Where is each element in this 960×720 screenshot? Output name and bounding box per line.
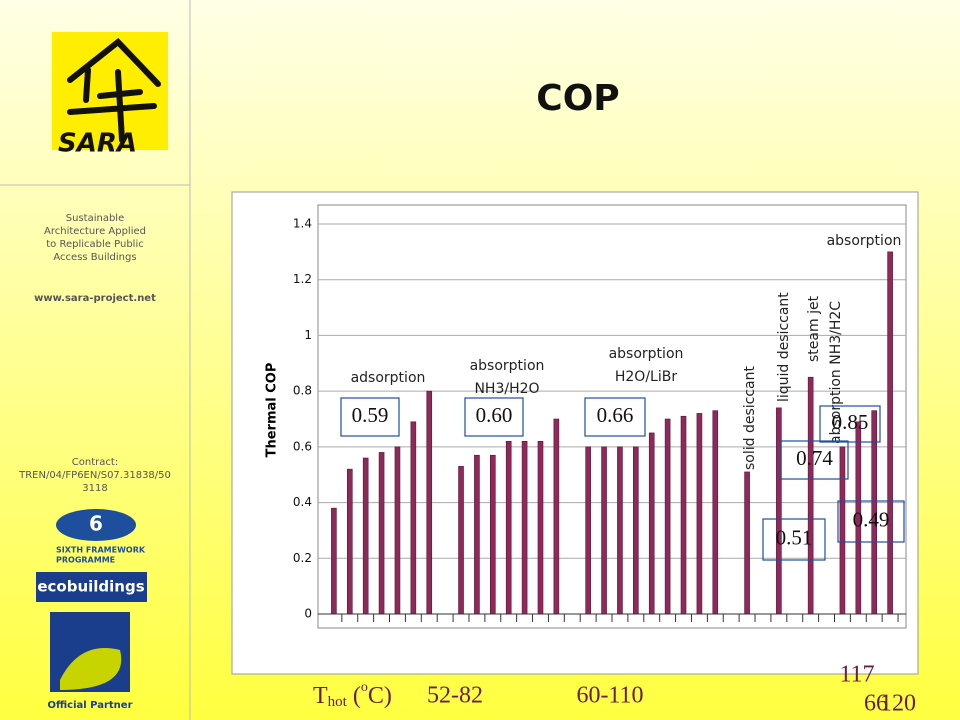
bar	[887, 251, 893, 615]
annotation: absorption	[827, 233, 902, 249]
bar	[553, 418, 560, 615]
programme-line: PROGRAMME	[56, 556, 115, 565]
x-axis-label-part: hot	[328, 694, 348, 710]
bar	[362, 457, 369, 615]
x-axis-label-part: C)	[368, 683, 392, 709]
bar	[521, 440, 528, 615]
y-tick-label: 0.6	[293, 439, 312, 453]
y-tick-label: 0	[304, 607, 312, 621]
chart: 0 0.2 0.4 0.6 0.8 1 1.2 1.4 Thermal COP adsorptio…	[265, 204, 916, 717]
bar	[680, 415, 687, 615]
programme-line: SIXTH FRAMEWORK	[56, 546, 146, 555]
bar	[331, 507, 337, 615]
eco-label: ecobuildings	[37, 578, 144, 596]
description-line: to Replicable Public	[46, 239, 143, 250]
bar	[648, 432, 655, 615]
y-tick-label: 0.4	[293, 495, 312, 509]
bar	[633, 446, 639, 615]
eco-logo: ecobuildings	[36, 572, 147, 602]
x-axis-label-part: T	[313, 683, 328, 709]
annotation: liquid desiccant	[776, 292, 792, 402]
annotation: absorption	[470, 358, 545, 374]
annotation: NH3/H2O	[474, 381, 539, 397]
bar	[394, 446, 401, 615]
bar	[585, 446, 591, 615]
callout-box	[340, 397, 400, 437]
y-tick-label: 0.2	[293, 551, 312, 565]
bar	[712, 410, 719, 615]
callout: 0.51	[776, 525, 813, 549]
sara-logo: SARA	[52, 32, 168, 159]
range-label: 117	[839, 662, 874, 688]
callout: 0.74	[796, 446, 833, 470]
logo-box	[36, 572, 147, 602]
annotation: absorption	[609, 346, 684, 362]
sidebar-text: Sustainable Architecture Applied to Replic…	[18, 213, 171, 565]
slide-title: COP	[536, 78, 619, 119]
bar	[839, 446, 846, 615]
x-axis-label-part: (	[347, 683, 361, 709]
bar	[505, 440, 512, 615]
range-label: 66	[864, 691, 888, 717]
bar	[744, 471, 750, 615]
callout-box	[584, 397, 646, 437]
description-line: Architecture Applied	[44, 226, 146, 237]
y-axis-label: Thermal COP	[265, 363, 280, 458]
callout: 0.85	[832, 410, 869, 434]
x-axis-label-part: o	[361, 680, 368, 695]
range-label: 52-82	[427, 683, 483, 709]
range-label: 120	[880, 691, 916, 717]
y-tick-label: 1	[304, 328, 312, 342]
bar	[776, 407, 782, 615]
callout: 0.49	[853, 507, 890, 531]
bar	[490, 454, 496, 615]
bar	[458, 466, 464, 615]
website: www.sara-project.net	[34, 293, 156, 304]
y-tick-label: 1.2	[293, 272, 312, 286]
bar	[807, 376, 814, 615]
logo-shape	[56, 509, 136, 541]
partner-logo: Official Partner	[47, 612, 133, 711]
y-tick-label: 0.8	[293, 384, 312, 398]
callout-box	[780, 440, 849, 480]
callout-box	[837, 500, 905, 543]
callout-box	[819, 405, 881, 443]
description-line: Sustainable	[66, 213, 124, 224]
annotation: steam jet	[806, 295, 822, 362]
bar	[474, 454, 480, 615]
contract-line: 3118	[82, 483, 107, 494]
bar	[537, 440, 544, 615]
callout: 0.59	[352, 403, 389, 427]
callout-box	[762, 518, 826, 561]
annotation: solid desiccant	[742, 365, 758, 470]
contract-line: Contract:	[72, 457, 118, 468]
callout: 0.60	[476, 403, 513, 427]
brand: SARA	[58, 129, 137, 159]
bar	[601, 446, 607, 615]
partner-label: Official Partner	[47, 700, 132, 711]
callout-box	[464, 397, 524, 437]
fp6-logo: 6	[56, 509, 136, 541]
range-label: 60-110	[576, 683, 643, 709]
bar	[696, 413, 703, 615]
callout: 0.66	[597, 403, 634, 427]
logo-shape	[60, 648, 122, 690]
logo-mark: 6	[89, 512, 103, 536]
x-axis-label: Thot (oC)	[313, 680, 392, 710]
bar	[426, 390, 433, 615]
bar	[346, 468, 353, 615]
annotation: H2O/LiBr	[615, 369, 677, 385]
description-line: Access Buildings	[53, 252, 136, 263]
contract-line: TREN/04/FP6EN/S07.31838/50	[18, 470, 171, 481]
bar	[410, 421, 417, 615]
bar	[664, 418, 671, 615]
logo-drawing	[67, 37, 161, 143]
bar	[617, 446, 623, 615]
annotation: absorption NH3/H2C	[828, 301, 844, 444]
y-tick-label: 1.4	[293, 217, 312, 231]
annotation: adsorption	[351, 370, 426, 386]
bar	[378, 452, 385, 615]
